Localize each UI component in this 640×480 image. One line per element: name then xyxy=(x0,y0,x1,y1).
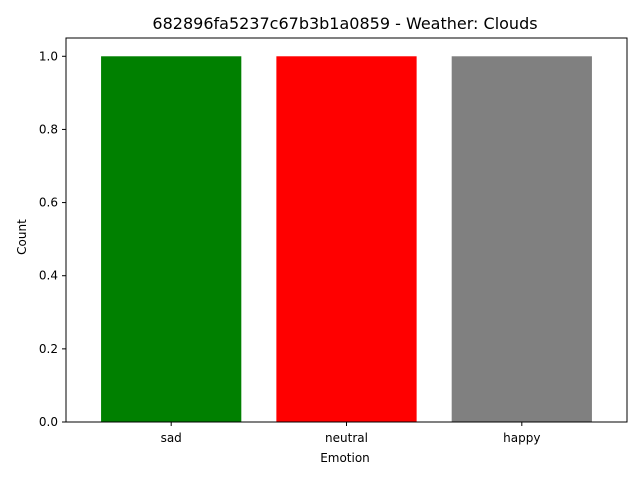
bar-neutral xyxy=(276,56,417,423)
y-ticks-group: 0.0 0.2 0.4 0.6 0.8 1.0 xyxy=(39,49,66,429)
x-axis-label: Emotion xyxy=(320,451,370,465)
y-tick-label: 0.6 xyxy=(39,196,58,210)
y-tick-label: 0.0 xyxy=(39,415,58,429)
bar-sad xyxy=(101,56,242,423)
y-tick-label: 0.4 xyxy=(39,269,58,283)
y-tick-label: 0.8 xyxy=(39,122,58,136)
y-axis-label: Count xyxy=(15,219,29,255)
chart-title: 682896fa5237c67b3b1a0859 - Weather: Clou… xyxy=(152,14,537,33)
x-tick-label: neutral xyxy=(325,431,368,445)
bars-group xyxy=(101,56,592,423)
x-tick-label: sad xyxy=(161,431,182,445)
y-tick-label: 1.0 xyxy=(39,49,58,63)
y-tick-label: 0.2 xyxy=(39,342,58,356)
x-ticks-group: sad neutral happy xyxy=(161,422,540,445)
bar-happy xyxy=(451,56,592,423)
x-tick-label: happy xyxy=(503,431,540,445)
